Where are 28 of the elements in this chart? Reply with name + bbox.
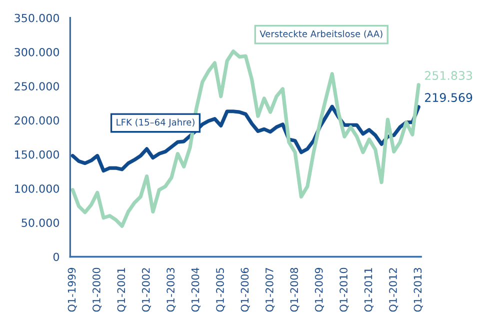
x-tick-label: Q1-2003 (166, 268, 176, 312)
y-tick-label: 250.000 (14, 82, 60, 91)
y-tick-label: 0 (53, 252, 60, 262)
x-tick-label: Q1-2004 (191, 268, 200, 312)
y-tick-label: 200.000 (14, 116, 60, 125)
y-tick-label: 100.000 (15, 184, 60, 193)
data-label: 219.569 (425, 93, 472, 102)
x-tick-label: Q1-2009 (314, 268, 324, 312)
line-series (70, 50, 420, 228)
x-tick-label: Q1-2013 (414, 268, 423, 312)
x-tick-label: Q1-2000 (92, 268, 102, 312)
series-label: LFK (15–64 Jahre) (116, 118, 194, 128)
y-tick-label: 50.000 (22, 218, 60, 228)
x-tick-label: Q1-2002 (142, 268, 151, 312)
x-tick-label: Q1-2012 (389, 268, 398, 312)
x-tick-label: Q1-2006 (240, 268, 250, 312)
y-tick-label: 150.000 (15, 150, 60, 159)
y-tick-label: 350.000 (14, 14, 60, 22)
x-tick-label: Q1-2007 (265, 268, 275, 312)
x-tick-label: Q1-2008 (290, 268, 300, 312)
x-tick-label: Q1-2011 (364, 268, 374, 312)
x-tick-label: Q1-2001 (117, 268, 126, 312)
data-label: 251.833 (425, 71, 472, 80)
x-tick-label: Q1-2010 (340, 268, 349, 312)
y-tick-label: 300.000 (14, 48, 60, 56)
x-tick-label: Q1-2005 (216, 268, 226, 312)
x-tick-label: Q1-1999 (68, 268, 77, 312)
text: Versteckte Arbeitslose (AA) (260, 30, 382, 38)
